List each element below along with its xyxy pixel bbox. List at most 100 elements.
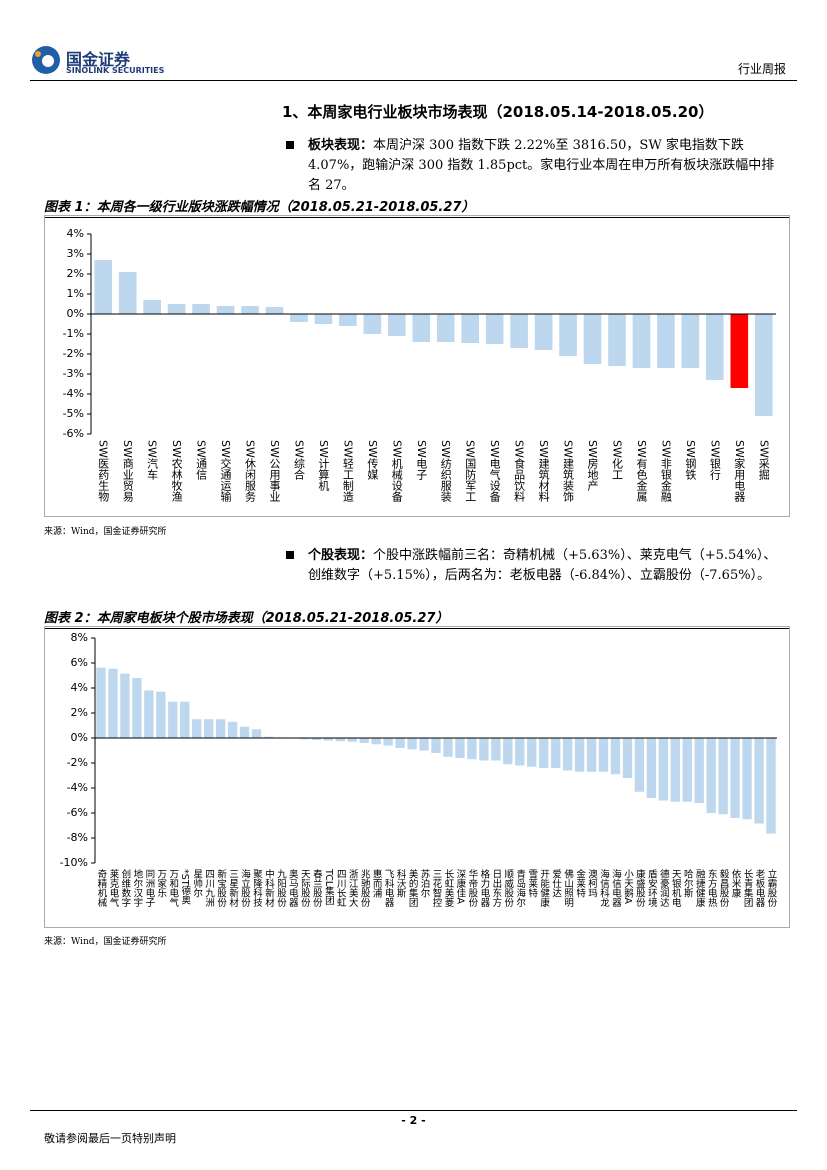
x-tick-label: 小天鹅A bbox=[622, 869, 634, 905]
y-tick-label: 2% bbox=[67, 267, 84, 280]
bar bbox=[467, 738, 477, 760]
bar bbox=[658, 738, 668, 801]
x-tick-label: 飞科电器 bbox=[383, 869, 395, 907]
bar bbox=[730, 738, 740, 818]
logo-cn: 国金证券 bbox=[66, 50, 131, 69]
bar bbox=[503, 738, 513, 765]
x-tick-label: 盾安环境 bbox=[646, 868, 658, 908]
x-tick-label: SW食品饮料 bbox=[513, 440, 526, 503]
bar bbox=[534, 314, 553, 350]
y-tick-label: 6% bbox=[71, 656, 88, 669]
x-tick-label: 莱克电气 bbox=[107, 868, 119, 907]
y-tick-label: 0% bbox=[71, 731, 88, 744]
bar bbox=[241, 306, 259, 314]
x-tick-label: SW医药生物 bbox=[97, 440, 110, 502]
bar bbox=[436, 314, 455, 342]
x-tick-label: 四川九洲 bbox=[203, 869, 215, 907]
bar bbox=[718, 738, 728, 815]
x-tick-label: 惠而浦 bbox=[371, 868, 383, 898]
bar bbox=[192, 719, 202, 738]
x-tick-label: 海立股份 bbox=[239, 868, 251, 908]
x-tick-label: 苏泊尔 bbox=[419, 868, 431, 897]
x-tick-label: SW房地产 bbox=[586, 440, 599, 492]
x-tick-label: 浙江美大 bbox=[347, 868, 359, 908]
x-tick-label: SW钢铁 bbox=[684, 440, 697, 480]
x-tick-label: *ST德奥 bbox=[179, 869, 191, 905]
x-tick-label: 兆驰股份 bbox=[359, 869, 371, 908]
x-tick-label: 中科新材 bbox=[263, 868, 275, 907]
x-tick-label: 毅昌股份 bbox=[718, 868, 730, 908]
x-tick-label: 华帝股份 bbox=[466, 868, 478, 908]
x-tick-label: SW通信 bbox=[195, 440, 208, 481]
x-tick-label: SW有色金属 bbox=[635, 440, 648, 503]
bar bbox=[574, 738, 585, 772]
x-tick-label: 爱仕达 bbox=[550, 868, 562, 897]
paragraph: 个股表现：个股中涨跌幅前三名：奇精机械（+5.63%）、莱克电气（+5.54%）… bbox=[286, 546, 783, 586]
bar bbox=[180, 701, 190, 738]
bar bbox=[299, 738, 310, 740]
bar bbox=[461, 314, 480, 343]
x-tick-label: 地尔汉宇 bbox=[131, 868, 143, 907]
bar bbox=[455, 738, 465, 758]
bar bbox=[371, 738, 381, 745]
bar bbox=[562, 738, 573, 771]
bar bbox=[359, 738, 369, 743]
y-tick-label: -1% bbox=[63, 327, 84, 340]
x-tick-label: 奇精机械 bbox=[95, 868, 107, 908]
disclaimer: 敬请参阅最后一页特别声明 bbox=[44, 1132, 176, 1145]
x-tick-label: SW农林牧渔 bbox=[170, 440, 183, 503]
para-label: 个股表现： bbox=[308, 548, 374, 563]
x-tick-label: 新宝股份 bbox=[215, 868, 227, 908]
x-tick-label: SW建筑材料 bbox=[537, 440, 550, 503]
x-tick-label: 长虹美菱 bbox=[442, 868, 454, 907]
bar bbox=[144, 690, 154, 738]
logo-icon bbox=[30, 44, 70, 76]
y-tick-label: -2% bbox=[67, 756, 88, 769]
x-tick-label: SW机械设备 bbox=[390, 440, 403, 503]
y-tick-label: -10% bbox=[60, 856, 88, 869]
bar bbox=[510, 314, 528, 348]
bar bbox=[96, 667, 106, 738]
bar bbox=[479, 738, 489, 761]
x-tick-label: SW家用电器 bbox=[733, 440, 746, 503]
x-tick-label: 九阳股份 bbox=[275, 868, 287, 908]
bar bbox=[339, 314, 357, 326]
bar bbox=[265, 307, 284, 314]
x-tick-label: 四川长虹 bbox=[335, 869, 347, 907]
bar bbox=[120, 673, 130, 738]
x-tick-label: 金莱特 bbox=[574, 868, 586, 897]
bar bbox=[730, 314, 749, 388]
paragraph: 板块表现：本周沪深 300 指数下跌 2.22%至 3816.50，SW 家电指… bbox=[286, 136, 783, 196]
y-tick-label: -6% bbox=[67, 806, 88, 819]
x-tick-label: SW纺织服装 bbox=[439, 440, 452, 503]
bar bbox=[216, 306, 235, 314]
x-tick-label: 春兰股份 bbox=[311, 868, 323, 908]
header-rule bbox=[30, 80, 797, 81]
report-type: 行业周报 bbox=[738, 62, 787, 76]
x-tick-label: 三花智控 bbox=[431, 869, 443, 908]
bar bbox=[118, 272, 137, 314]
bar bbox=[491, 738, 501, 761]
bar bbox=[156, 691, 166, 738]
x-tick-label: 开能健康 bbox=[538, 869, 550, 907]
x-tick-label: SW建筑装饰 bbox=[562, 440, 575, 502]
source: 来源：Wind，国金证券研究所 bbox=[44, 527, 167, 537]
bar bbox=[290, 314, 308, 322]
logo-mark bbox=[32, 46, 60, 74]
page-number: - 2 - bbox=[401, 1114, 426, 1127]
bar bbox=[443, 738, 453, 757]
bar bbox=[263, 736, 274, 738]
bar bbox=[363, 314, 382, 334]
x-tick-label: 聚隆科技 bbox=[251, 869, 263, 908]
bar bbox=[742, 738, 752, 820]
x-tick-label: SW计算机 bbox=[317, 440, 330, 491]
bar bbox=[632, 314, 651, 368]
x-tick-label: 万和电气 bbox=[167, 869, 179, 907]
bar bbox=[215, 719, 226, 738]
bar bbox=[515, 738, 525, 766]
y-tick-label: 1% bbox=[67, 287, 84, 300]
bar bbox=[608, 314, 626, 366]
chart-title: 图表 1：本周各一级行业版块涨跌幅情况（2018.05.21-2018.05.2… bbox=[44, 196, 790, 218]
bar bbox=[168, 701, 178, 738]
x-tick-label: SW公用事业 bbox=[268, 440, 281, 502]
